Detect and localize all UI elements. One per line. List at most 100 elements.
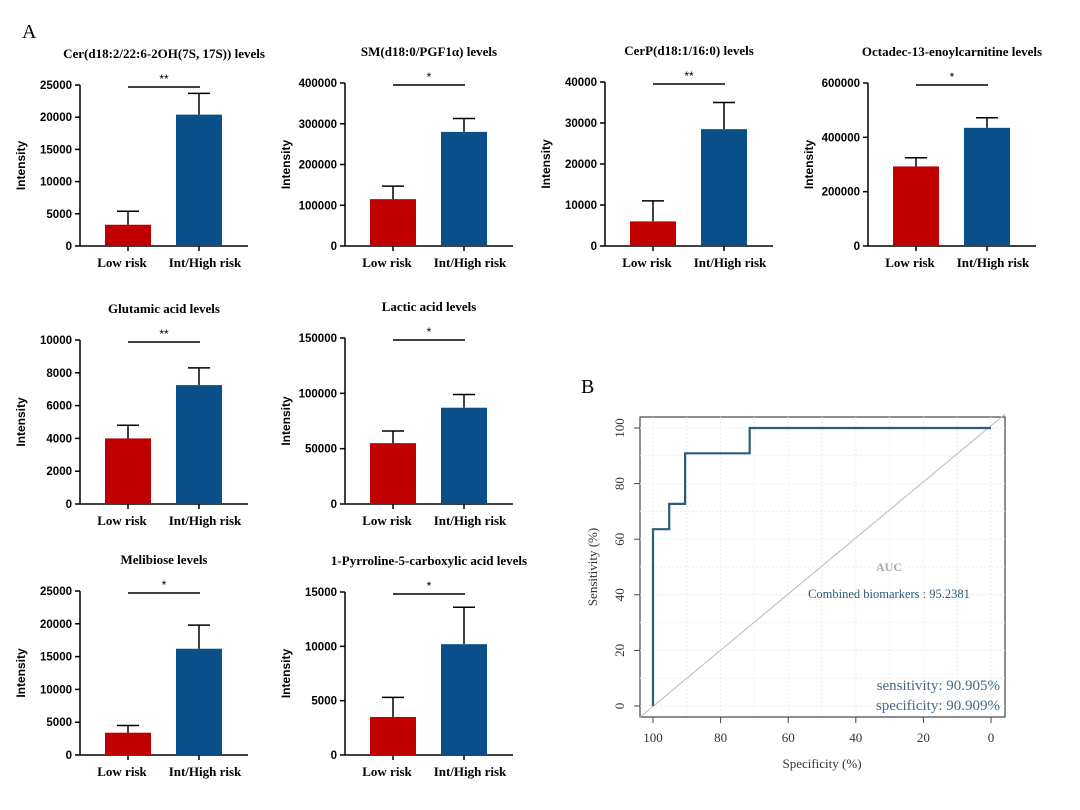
chart-title: CerP(d18:1/16:0) levels — [624, 43, 754, 58]
y-tick-label: 0 — [854, 241, 860, 253]
bar-high — [176, 114, 222, 247]
bar-low — [630, 221, 676, 246]
y-tick-label: 25000 — [40, 80, 72, 92]
significance-label: * — [950, 70, 955, 84]
y-tick-label: 6000 — [46, 401, 72, 413]
y-tick-label: 0 — [612, 703, 627, 710]
x-tick-label: Int/High risk — [169, 255, 242, 270]
y-tick-label: 60 — [612, 533, 627, 546]
chart-title: Lactic acid levels — [382, 299, 477, 314]
y-tick-label: 0 — [66, 241, 72, 253]
y-axis-label: Intensity — [279, 140, 293, 190]
bar-chart-8: 1-Pyrroline-5-carboxylic acid levels Inte… — [279, 553, 527, 779]
chart-title: Glutamic acid levels — [108, 301, 220, 316]
y-tick-label: 30000 — [565, 118, 597, 130]
significance-label: ** — [684, 69, 694, 83]
bar-chart-1: Cer(d18:2/22:6-2OH(7S, 17S)) levels Inten… — [14, 46, 265, 270]
x-tick-label: Low risk — [362, 255, 412, 270]
y-tick-label: 600000 — [822, 78, 860, 90]
x-tick-label: Low risk — [885, 255, 935, 270]
x-tick-label: 60 — [782, 730, 795, 745]
x-tick-label: Low risk — [362, 513, 412, 528]
bar-chart-3: CerP(d18:1/16:0) levels Intensity 0 10000 20… — [539, 43, 773, 270]
chart-title: 1-Pyrroline-5-carboxylic acid levels — [331, 553, 527, 568]
x-tick-label: Int/High risk — [434, 513, 507, 528]
bar-high — [441, 407, 487, 504]
y-axis-label: Intensity — [279, 396, 293, 446]
x-tick-label: Low risk — [622, 255, 672, 270]
y-tick-label: 40000 — [565, 77, 597, 89]
y-axis-label: Intensity — [14, 648, 28, 698]
y-tick-label: 0 — [66, 499, 72, 511]
x-tick-label: Int/High risk — [434, 764, 507, 779]
x-tick-label: Low risk — [97, 764, 147, 779]
bar-chart-7: Melibiose levels Intensity 0 5000 10000 15000… — [14, 552, 248, 779]
significance-label: * — [162, 578, 167, 592]
x-tick-label: 40 — [849, 730, 862, 745]
y-tick-label: 0 — [331, 241, 337, 253]
panel-label-a: A — [22, 21, 37, 43]
bar-low — [105, 438, 151, 504]
x-tick-label: 0 — [988, 730, 995, 745]
y-tick-label: 8000 — [46, 368, 72, 380]
bar-high — [176, 385, 222, 504]
y-tick-label: 100000 — [299, 388, 337, 400]
bar-high — [441, 131, 487, 246]
x-tick-label: Int/High risk — [957, 255, 1030, 270]
y-tick-label: 5000 — [46, 717, 72, 729]
auc-label: AUC — [876, 560, 902, 574]
x-tick-label: Low risk — [362, 764, 412, 779]
bar-low — [893, 166, 939, 246]
panel-label-b: B — [581, 376, 594, 398]
y-tick-label: 200000 — [299, 160, 337, 172]
y-tick-label: 400000 — [822, 132, 860, 144]
y-tick-label: 0 — [591, 241, 597, 253]
y-tick-label: 200000 — [822, 187, 860, 199]
x-tick-label: 100 — [643, 730, 663, 745]
y-tick-label: 10000 — [40, 684, 72, 696]
x-tick-label: Low risk — [97, 513, 147, 528]
bar-high — [176, 648, 222, 755]
bar-low — [370, 199, 416, 246]
significance-label: ** — [159, 72, 169, 86]
significance-label: * — [427, 70, 432, 84]
y-tick-label: 4000 — [46, 433, 72, 445]
roc-chart: 100 80 60 40 20 0 0 20 40 60 80 100 Specificity (%) S… — [585, 413, 1006, 771]
bar-chart-6: Lactic acid levels Intensity 0 50000 100000 1… — [279, 299, 513, 528]
roc-curve — [651, 426, 991, 706]
y-tick-label: 15000 — [40, 652, 72, 664]
y-axis-label: Intensity — [279, 649, 293, 699]
x-tick-label: Int/High risk — [694, 255, 767, 270]
bar-low — [370, 716, 416, 755]
y-axis-label: Sensitivity (%) — [585, 528, 600, 606]
y-tick-label: 300000 — [299, 119, 337, 131]
y-tick-label: 15000 — [40, 144, 72, 156]
sensitivity-text: sensitivity: 90.905% — [877, 678, 1000, 694]
y-tick-label: 0 — [66, 750, 72, 762]
y-tick-label: 15000 — [305, 587, 337, 599]
x-tick-label: Int/High risk — [169, 513, 242, 528]
y-tick-label: 10000 — [40, 177, 72, 189]
chart-title: Melibiose levels — [120, 552, 207, 567]
auc-value: Combined biomarkers : 95.2381 — [808, 587, 970, 601]
bar-chart-4: Octadec-13-enoylcarnitine levels Intensit… — [802, 44, 1042, 270]
y-tick-label: 10000 — [565, 200, 597, 212]
y-tick-label: 50000 — [305, 444, 337, 456]
y-tick-label: 100 — [612, 418, 627, 438]
bar-chart-5: Glutamic acid levels Intensity 0 2000 4000 60… — [14, 301, 248, 528]
y-tick-label: 0 — [331, 499, 337, 511]
y-tick-label: 150000 — [299, 333, 337, 345]
y-axis-label: Intensity — [539, 139, 553, 189]
y-axis-label: Intensity — [802, 140, 816, 190]
x-tick-label: Low risk — [97, 255, 147, 270]
y-tick-label: 400000 — [299, 78, 337, 90]
bar-high — [964, 127, 1010, 246]
y-tick-label: 10000 — [40, 335, 72, 347]
bar-high — [701, 129, 747, 246]
chart-title: Cer(d18:2/22:6-2OH(7S, 17S)) levels — [63, 46, 265, 61]
chart-title: SM(d18:0/PGF1α) levels — [361, 44, 497, 59]
x-tick-label: 80 — [714, 730, 727, 745]
y-tick-label: 25000 — [40, 586, 72, 598]
y-tick-label: 20000 — [40, 112, 72, 124]
